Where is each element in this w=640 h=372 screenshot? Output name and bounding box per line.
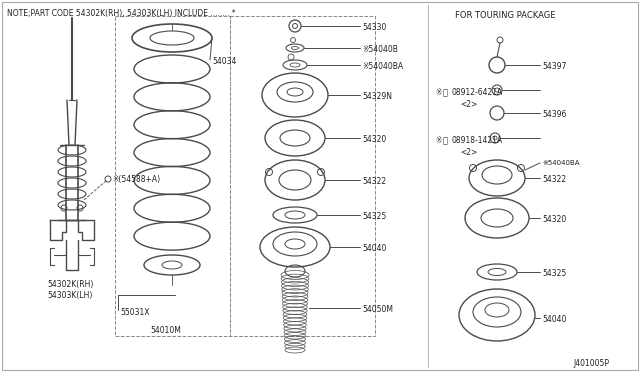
- Text: <2>: <2>: [460, 100, 477, 109]
- Text: 54396: 54396: [542, 110, 566, 119]
- Text: 54303K(LH): 54303K(LH): [47, 291, 92, 300]
- Text: 54322: 54322: [542, 175, 566, 184]
- Text: 54325: 54325: [542, 269, 566, 278]
- Text: 54320: 54320: [542, 215, 566, 224]
- Text: ※54040BA: ※54040BA: [362, 62, 403, 71]
- Text: 54302K(RH): 54302K(RH): [47, 280, 93, 289]
- Text: 54325: 54325: [362, 212, 387, 221]
- Text: 54330: 54330: [362, 23, 387, 32]
- Text: 54034: 54034: [212, 57, 236, 66]
- Text: NOTE;PART CODE 54302K(RH), 54303K(LH) INCLUDE ........ *: NOTE;PART CODE 54302K(RH), 54303K(LH) IN…: [7, 9, 236, 18]
- Text: 54040: 54040: [542, 315, 566, 324]
- Text: ※54040BA: ※54040BA: [542, 160, 579, 166]
- Text: 54397: 54397: [542, 62, 566, 71]
- Bar: [230, 16, 375, 336]
- Text: 54320: 54320: [362, 135, 387, 144]
- Text: <2>: <2>: [460, 148, 477, 157]
- Text: Ⓞ: Ⓞ: [443, 136, 448, 145]
- Text: 54050M: 54050M: [362, 305, 393, 314]
- Text: ※54040B: ※54040B: [362, 45, 398, 54]
- Text: 54322: 54322: [362, 177, 386, 186]
- Text: ※: ※: [435, 88, 442, 97]
- Text: FOR TOURING PACKAGE: FOR TOURING PACKAGE: [455, 11, 556, 20]
- Text: 08912-6421A: 08912-6421A: [452, 88, 503, 97]
- Text: ※(54588+A): ※(54588+A): [112, 175, 160, 184]
- Bar: [115, 16, 230, 336]
- Text: Ⓞ: Ⓞ: [443, 88, 448, 97]
- Text: 54329N: 54329N: [362, 92, 392, 101]
- Text: 54040: 54040: [362, 244, 387, 253]
- Text: 54010M: 54010M: [150, 326, 181, 335]
- Text: ※: ※: [435, 136, 442, 145]
- Text: 55031X: 55031X: [120, 308, 150, 317]
- Text: 08918-1421A: 08918-1421A: [452, 136, 503, 145]
- Text: J401005P: J401005P: [573, 359, 609, 368]
